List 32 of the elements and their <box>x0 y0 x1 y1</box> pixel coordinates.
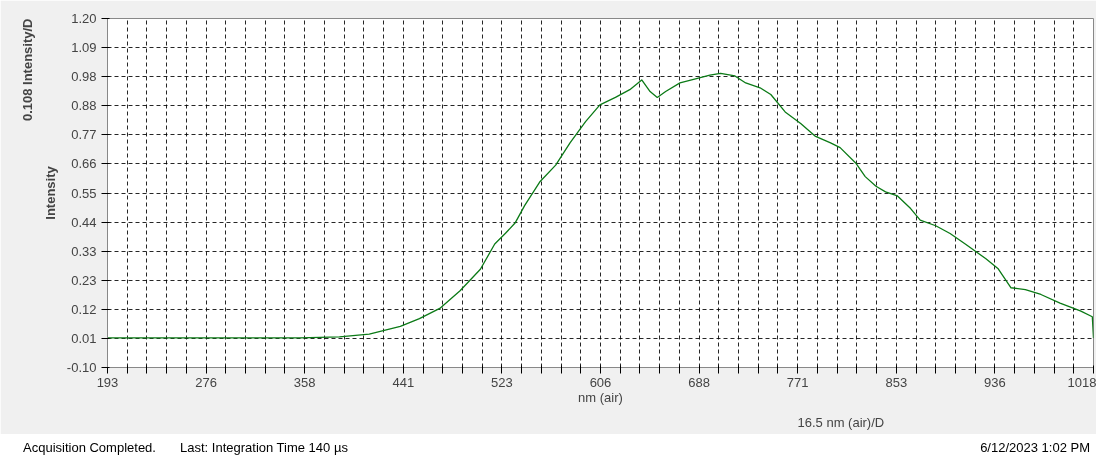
y-tick-label: 0.66 <box>71 156 97 172</box>
y-tick-label: 1.20 <box>71 11 97 26</box>
y-tick-label: 0.23 <box>71 272 97 288</box>
x-tick-label: 358 <box>293 374 316 390</box>
line-series <box>107 72 1094 339</box>
x-tick-label: 441 <box>392 374 415 390</box>
x-tick-label: 1018 <box>1067 374 1096 390</box>
text: 16.5 nm (air)/D <box>797 414 885 430</box>
x-tick-label: 606 <box>589 374 612 390</box>
y-tick-label: -0.10 <box>66 360 97 375</box>
y-axis-title: Intensity <box>42 165 58 220</box>
x-tick-label: 853 <box>885 374 908 390</box>
y-tick-label: 0.77 <box>71 127 97 143</box>
text: Acquisition Completed. <box>23 439 156 457</box>
x-tick-label: 688 <box>688 374 710 390</box>
y-tick-label: 0.12 <box>71 301 97 317</box>
y-tick-label: 0.55 <box>71 185 97 201</box>
x-tick-label: 523 <box>491 374 513 390</box>
y-tick-label: 0.88 <box>71 98 97 114</box>
y-tick-label: 1.09 <box>71 40 97 56</box>
x-axis-title: nm (air) <box>578 389 623 405</box>
y-tick-label: 0.98 <box>71 69 97 85</box>
x-tick-label: 771 <box>786 374 809 390</box>
text: Last: Integration Time 140 µs <box>180 439 348 457</box>
x-tick-label: 276 <box>195 374 217 390</box>
y-tick-label: 0.33 <box>71 243 97 259</box>
y-tick-label: 0.44 <box>71 214 97 230</box>
text: 0.108 Intensity/D <box>19 18 35 122</box>
text: 6/12/2023 1:02 PM <box>980 439 1090 457</box>
x-tick-label: 936 <box>984 374 1006 390</box>
y-tick-label: 0.01 <box>71 330 97 346</box>
x-tick-label: 193 <box>96 374 119 390</box>
